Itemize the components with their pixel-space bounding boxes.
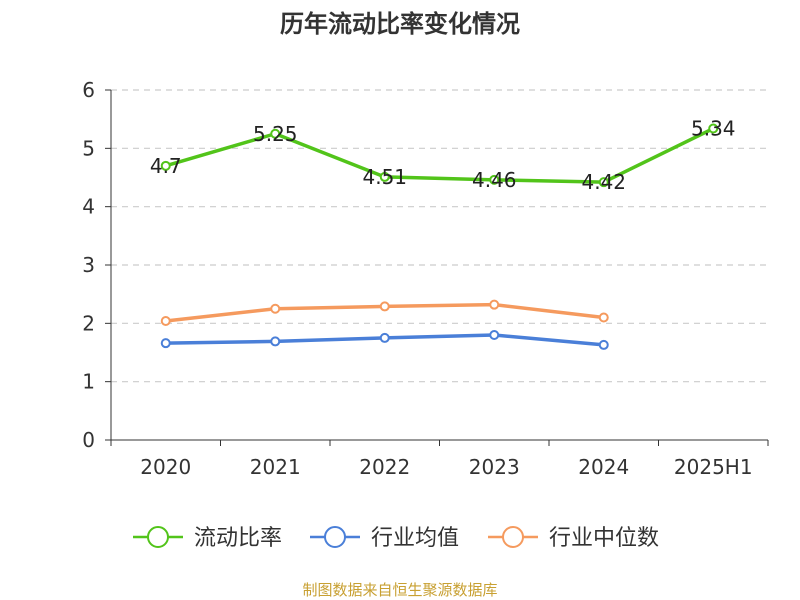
x-tick-label: 2022 [359, 455, 410, 479]
data-point [598, 312, 609, 323]
data-label: 4.51 [362, 165, 407, 189]
y-tick-label: 0 [82, 428, 95, 452]
legend-marker [502, 526, 524, 548]
data-label: 4.42 [581, 170, 626, 194]
legend-item: 行业中位数 [488, 526, 659, 551]
data-point [598, 177, 609, 188]
data-point [379, 301, 390, 312]
data-point [160, 338, 171, 349]
x-tick-label: 2020 [140, 455, 191, 479]
legend: 流动比率 行业均值 行业中位数 [133, 526, 659, 551]
data-point [598, 339, 609, 350]
data-point [270, 336, 281, 347]
x-tick-label: 2025H1 [674, 455, 753, 479]
x-tick-label: 2024 [578, 455, 629, 479]
data-point [489, 330, 500, 340]
legend-label: 流动比率 [194, 526, 282, 551]
data-point [270, 303, 281, 314]
y-tick-label: 1 [82, 370, 95, 394]
y-tick-label: 4 [82, 195, 95, 219]
series-line [164, 126, 715, 184]
x-tick-label: 2023 [469, 455, 520, 479]
y-tick-label: 5 [82, 136, 95, 160]
axes: 0 1 2 3 4 5 6 2020 2021 2022 2023 2024 2025H1 [82, 78, 769, 479]
legend-label: 行业均值 [371, 526, 459, 551]
data-point [489, 299, 500, 310]
data-label: 4.7 [150, 154, 182, 178]
data-point [489, 174, 500, 185]
data-point [270, 128, 281, 139]
data-point [379, 332, 390, 343]
series-lines [160, 123, 719, 350]
data-point [160, 316, 171, 326]
data-label: 5.25 [253, 122, 298, 146]
data-point [379, 171, 390, 182]
legend-marker [324, 526, 346, 548]
chart-title: 历年流动比率变化情况 [280, 10, 520, 38]
legend-item: 行业均值 [310, 526, 459, 551]
legend-item: 流动比率 [133, 526, 282, 551]
data-point [160, 160, 171, 171]
legend-label: 行业中位数 [549, 526, 659, 551]
data-label: 4.46 [472, 168, 517, 192]
x-tick-label: 2021 [250, 455, 301, 479]
legend-marker [147, 526, 169, 548]
data-point [708, 123, 719, 134]
y-tick-label: 6 [82, 78, 95, 102]
data-labels: 4.7 5.25 4.51 4.46 4.42 5.34 [150, 117, 736, 195]
y-tick-label: 2 [82, 311, 95, 335]
source-note: 制图数据来自恒生聚源数据库 [302, 581, 497, 599]
y-tick-label: 3 [82, 253, 95, 277]
data-label: 5.34 [691, 117, 736, 141]
